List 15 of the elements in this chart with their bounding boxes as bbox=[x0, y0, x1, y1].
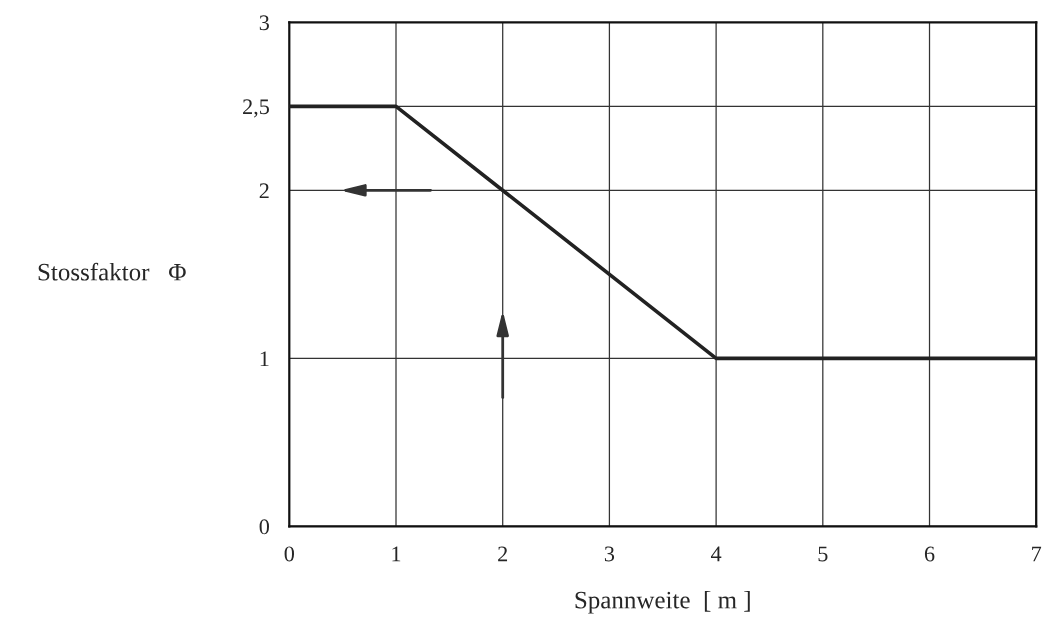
x-tick-label: 7 bbox=[1032, 546, 1042, 562]
x-tick-label: 5 bbox=[818, 546, 828, 562]
y-tick-label: 1 bbox=[260, 351, 269, 367]
x-axis-title: Spannweite [ m ] bbox=[575, 590, 750, 614]
x-tick-label: 3 bbox=[604, 546, 615, 562]
y-tick-label: 0 bbox=[259, 519, 270, 535]
x-tick-label: 1 bbox=[392, 546, 401, 562]
x-tick-label: 0 bbox=[284, 546, 295, 562]
y-tick-label: 2 bbox=[259, 183, 269, 199]
x-tick-label: 2 bbox=[498, 546, 508, 562]
y-tick-label: 3 bbox=[259, 15, 269, 31]
y-tick-label: 2,5 bbox=[243, 99, 269, 118]
x-tick-label: 4 bbox=[710, 546, 722, 562]
y-axis-title: Stossfaktor Φ bbox=[38, 262, 186, 281]
x-tick-label: 6 bbox=[924, 546, 935, 562]
